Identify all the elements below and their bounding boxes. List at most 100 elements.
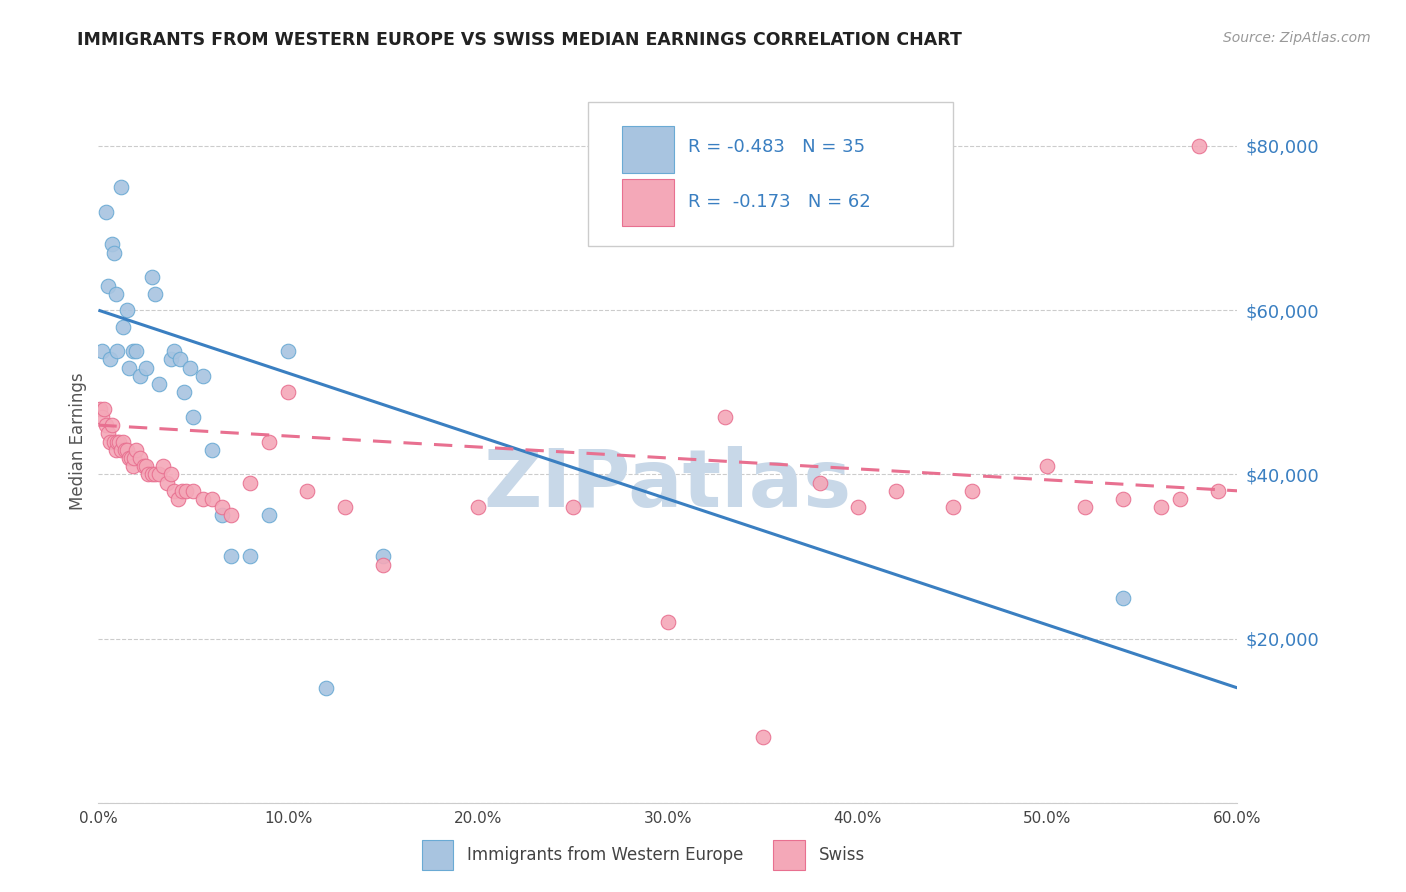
Point xyxy=(108,434,131,449)
Text: IMMIGRANTS FROM WESTERN EUROPE VS SWISS MEDIAN EARNINGS CORRELATION CHART: IMMIGRANTS FROM WESTERN EUROPE VS SWISS … xyxy=(77,31,962,49)
Point xyxy=(163,344,186,359)
Point xyxy=(100,418,122,433)
Point xyxy=(1208,483,1230,498)
Point xyxy=(1112,591,1135,605)
Point xyxy=(335,500,357,515)
Text: Source: ZipAtlas.com: Source: ZipAtlas.com xyxy=(1223,31,1371,45)
Point xyxy=(112,434,135,449)
Point xyxy=(173,385,195,400)
Point xyxy=(467,500,489,515)
Point xyxy=(277,344,299,359)
Point xyxy=(100,237,122,252)
Point xyxy=(714,409,737,424)
Point xyxy=(1150,500,1173,515)
Point xyxy=(129,368,152,383)
Point xyxy=(174,483,197,498)
Point xyxy=(277,385,299,400)
Point xyxy=(159,467,181,482)
Point xyxy=(120,450,142,465)
Point xyxy=(808,475,831,490)
Point xyxy=(136,467,159,482)
Point xyxy=(129,450,152,465)
Point xyxy=(125,344,148,359)
Point xyxy=(98,352,121,367)
Point xyxy=(107,344,129,359)
Point xyxy=(104,442,127,457)
Point xyxy=(135,360,157,375)
Point xyxy=(315,681,337,695)
Point xyxy=(94,418,117,433)
Point xyxy=(156,475,179,490)
Bar xyxy=(623,179,673,227)
Bar xyxy=(773,840,804,870)
Point xyxy=(167,491,190,506)
Point xyxy=(97,278,120,293)
Text: Swiss: Swiss xyxy=(818,847,865,864)
Point xyxy=(752,730,775,744)
Point xyxy=(211,508,233,523)
Point xyxy=(107,434,129,449)
Point xyxy=(135,459,157,474)
Point xyxy=(115,442,138,457)
Point xyxy=(98,434,121,449)
Point xyxy=(960,483,983,498)
Point xyxy=(942,500,965,515)
Bar xyxy=(422,840,453,870)
Text: R =  -0.173   N = 62: R = -0.173 N = 62 xyxy=(689,193,872,211)
Text: ZIPatlas: ZIPatlas xyxy=(484,446,852,524)
Point xyxy=(1188,139,1211,153)
Point xyxy=(1074,500,1097,515)
Point xyxy=(148,377,170,392)
Point xyxy=(91,409,114,424)
Point xyxy=(91,344,114,359)
Point xyxy=(179,360,201,375)
Point xyxy=(145,286,167,301)
Point xyxy=(183,409,205,424)
Point xyxy=(124,450,146,465)
Point xyxy=(1036,459,1059,474)
Point xyxy=(94,204,117,219)
Point xyxy=(170,483,193,498)
Text: R = -0.483   N = 35: R = -0.483 N = 35 xyxy=(689,137,866,156)
Point xyxy=(97,426,120,441)
Point xyxy=(211,500,233,515)
Point xyxy=(657,615,679,630)
Point xyxy=(884,483,907,498)
Point xyxy=(115,303,138,318)
Point xyxy=(371,549,394,564)
Point xyxy=(1112,491,1135,506)
Point xyxy=(159,352,181,367)
Y-axis label: Median Earnings: Median Earnings xyxy=(69,373,87,510)
Point xyxy=(148,467,170,482)
FancyBboxPatch shape xyxy=(588,102,953,246)
Point xyxy=(121,344,143,359)
Point xyxy=(103,245,125,260)
Point xyxy=(239,549,262,564)
Point xyxy=(141,467,163,482)
Point xyxy=(201,491,224,506)
Point xyxy=(259,508,281,523)
Point xyxy=(221,549,243,564)
Point xyxy=(191,368,214,383)
Point xyxy=(110,442,132,457)
Point xyxy=(112,319,135,334)
Point xyxy=(104,286,127,301)
Point xyxy=(163,483,186,498)
Point xyxy=(132,459,155,474)
Point xyxy=(297,483,319,498)
Point xyxy=(259,434,281,449)
Point xyxy=(93,401,115,416)
Point xyxy=(141,270,163,285)
Point xyxy=(110,180,132,194)
Point xyxy=(1170,491,1192,506)
Point xyxy=(221,508,243,523)
Point xyxy=(191,491,214,506)
Point xyxy=(145,467,167,482)
Point xyxy=(169,352,191,367)
Point xyxy=(118,360,141,375)
Point xyxy=(562,500,585,515)
Point xyxy=(114,442,136,457)
Bar xyxy=(623,126,673,173)
Point xyxy=(121,459,143,474)
Point xyxy=(152,459,174,474)
